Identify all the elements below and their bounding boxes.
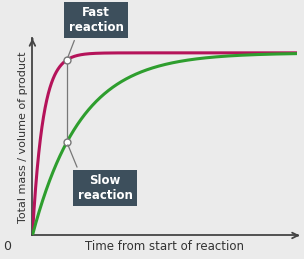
Text: Fast
reaction: Fast reaction: [68, 6, 123, 57]
Y-axis label: Total mass / volume of product: Total mass / volume of product: [18, 51, 28, 222]
X-axis label: Time from start of reaction: Time from start of reaction: [85, 240, 244, 253]
Text: 0: 0: [3, 240, 11, 253]
Text: Slow
reaction: Slow reaction: [68, 145, 132, 202]
